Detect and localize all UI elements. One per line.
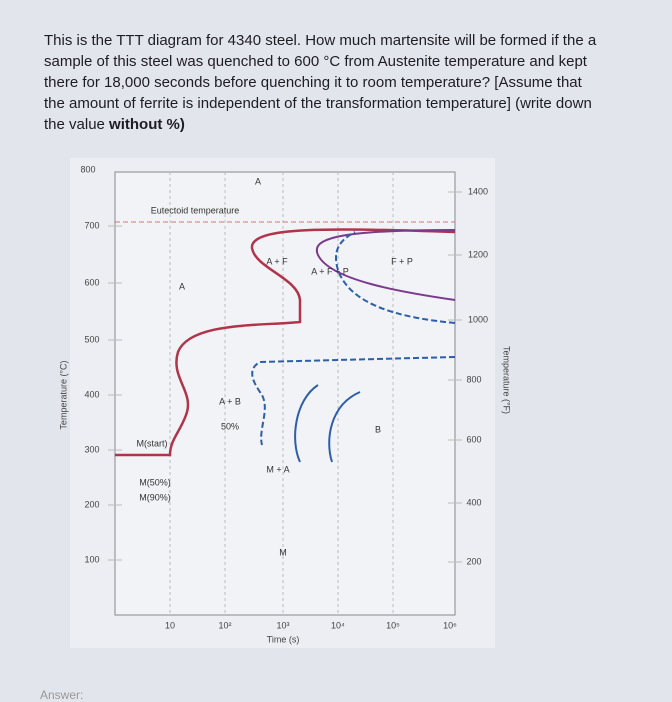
y-left-tick: 300 <box>84 444 99 454</box>
transformation-start-curve <box>115 228 456 457</box>
y-left-tick: 200 <box>84 499 99 509</box>
y-left-tick: 100 <box>84 554 99 564</box>
region-label: A + F <box>266 256 288 266</box>
region-label: A + B <box>219 396 241 406</box>
y-right-tick: 200 <box>466 556 481 566</box>
y-right-tick: 600 <box>466 434 481 444</box>
ticks <box>108 172 462 615</box>
x-axis-label: Time (s) <box>267 634 300 644</box>
fifty-percent-curve <box>335 231 456 324</box>
x-tick: 10² <box>218 620 231 630</box>
plot-frame <box>114 171 456 616</box>
region-label: A <box>255 176 261 186</box>
region-label: 50% <box>221 421 239 431</box>
question: This is the TTT diagram for 4340 steel. … <box>44 30 604 135</box>
region-label: A + F + P <box>311 266 349 276</box>
region-label: B <box>375 424 381 434</box>
y-right-tick: 800 <box>466 374 481 384</box>
region-label: M + A <box>266 464 289 474</box>
y-left-tick: 800 <box>80 164 95 174</box>
y-left-tick: 500 <box>84 334 99 344</box>
y-left-tick: 600 <box>84 277 99 287</box>
y-left-tick: 700 <box>84 220 99 230</box>
answer-label: Answer: <box>40 688 84 702</box>
y-right-axis-label: Temperature (°F) <box>502 346 512 414</box>
x-tick: 10 <box>165 620 175 630</box>
y-right-tick: 1400 <box>468 186 488 196</box>
bainite-50-curve <box>294 384 319 463</box>
question-emphasis: without %) <box>109 116 185 133</box>
region-label: Eutectoid temperature <box>151 205 240 215</box>
region-label: M(start) <box>137 438 168 448</box>
region-label: M(50%) <box>139 477 171 487</box>
y-right-tick: 1200 <box>468 249 488 259</box>
bainite-end-curve <box>328 391 361 463</box>
region-label: A <box>179 281 185 291</box>
y-right-tick: 1000 <box>468 314 488 324</box>
y-left-tick: 400 <box>84 389 99 399</box>
x-tick: 10⁶ <box>443 620 457 630</box>
transformation-end-curve <box>315 229 456 301</box>
y-right-tick: 400 <box>466 497 481 507</box>
x-tick: 10⁵ <box>386 620 400 630</box>
region-label: M <box>279 547 287 557</box>
x-tick: 10⁴ <box>331 620 345 630</box>
region-label: M(90%) <box>139 492 171 502</box>
x-tick: 10³ <box>276 620 289 630</box>
y-left-axis-label: Temperature (°C) <box>58 360 68 429</box>
region-label: F + P <box>391 256 413 266</box>
bainite-start-curve <box>251 356 456 446</box>
question-text: This is the TTT diagram for 4340 steel. … <box>44 32 597 133</box>
